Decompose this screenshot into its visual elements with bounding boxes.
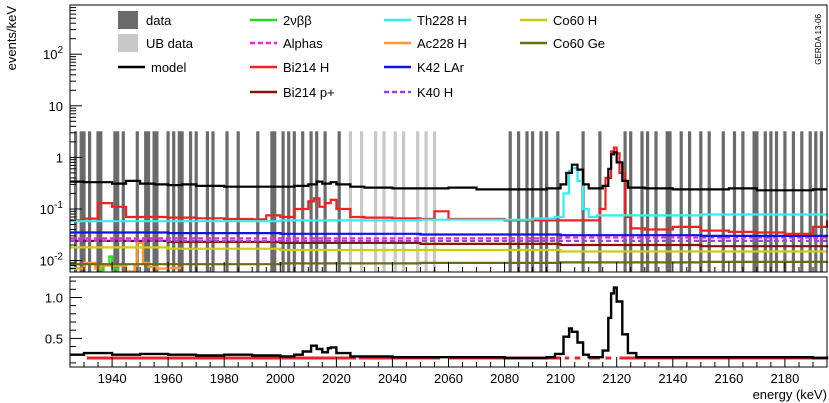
legend-item-co60-ge: Co60 Ge: [520, 36, 605, 51]
x-tick-label: 2160: [714, 371, 743, 386]
data-bar: [195, 131, 198, 272]
legend-label: Bi214 p+: [283, 85, 335, 100]
legend-swatch: [118, 11, 138, 29]
x-tick-label: 2040: [378, 371, 407, 386]
y-tick-label: 10: [49, 99, 63, 114]
data-bar: [88, 131, 91, 272]
data-bar: [206, 131, 209, 272]
data-bar: [122, 131, 125, 272]
legend: data UB data model 2νββ Alphas Bi214 H Bi214 p…: [118, 11, 605, 100]
lower-panel: 0.5 1.0 1940 1960 1980 2000 2020 2040 2060 2080 2…: [45, 277, 827, 402]
x-tick-label: 2140: [658, 371, 687, 386]
data-bar: [225, 131, 228, 272]
lower-x-axis: 1940 1960 1980 2000 2020 2040 2060 2080 2100 2120…: [84, 357, 813, 386]
lower-x-axis-label: energy (keV): [753, 387, 827, 402]
legend-label: Bi214 H: [283, 60, 329, 75]
data-bar: [153, 131, 156, 272]
data-bar: [113, 131, 116, 272]
legend-label: 2νββ: [283, 13, 312, 28]
legend-label: UB data: [146, 36, 194, 51]
legend-label: Th228 H: [417, 13, 467, 28]
x-tick-label: 2180: [770, 371, 799, 386]
x-tick-label: 2120: [602, 371, 631, 386]
data-bar: [147, 131, 150, 272]
y-tick-label: 10-1: [40, 200, 64, 217]
data-bar: [144, 131, 147, 272]
legend-item-model: model: [118, 60, 187, 75]
legend-item-th228-h: Th228 H: [384, 13, 467, 28]
data-bar: [178, 131, 181, 272]
data-bar: [167, 131, 170, 272]
data-bar: [270, 131, 273, 272]
data-bar: [96, 131, 99, 272]
legend-item-data: data: [118, 11, 172, 29]
x-tick-label: 1980: [210, 371, 239, 386]
legend-item-bi214-p: Bi214 p+: [250, 85, 335, 100]
legend-label: K40 H: [417, 85, 453, 100]
upper-panel: 10-2 10-1 1 10 102 events/keV GERDA 13-06 da…: [4, 5, 827, 272]
upper-y-axis-label: events/keV: [4, 6, 19, 71]
gerda-annotation: GERDA 13-06: [814, 13, 823, 64]
y-tick-label: 1: [56, 150, 63, 165]
data-bar: [155, 131, 158, 272]
y-tick-label: 10-2: [40, 252, 64, 269]
x-tick-label: 1940: [98, 371, 127, 386]
legend-swatch: [118, 34, 138, 52]
x-tick-label: 2000: [266, 371, 295, 386]
data-bar: [181, 131, 184, 272]
data-bar: [172, 131, 175, 272]
data-bar: [237, 131, 240, 272]
legend-item-k40-h: K40 H: [384, 85, 453, 100]
legend-item-2: 2νββ: [250, 13, 312, 28]
legend-label: K42 LAr: [417, 60, 465, 75]
y-tick-label: 0.5: [45, 331, 63, 346]
lower-y-axis: 0.5 1.0: [45, 281, 82, 363]
legend-label: Alphas: [283, 36, 323, 51]
legend-item-k42-lar: K42 LAr: [384, 60, 465, 75]
legend-item-bi214-h: Bi214 H: [250, 60, 329, 75]
legend-item-ac228-h: Ac228 H: [384, 36, 467, 51]
legend-label: Ac228 H: [417, 36, 467, 51]
data-bar: [189, 131, 192, 272]
legend-item-co60-h: Co60 H: [520, 13, 597, 28]
lower-series-lines: [70, 288, 827, 358]
legend-item-alphas: Alphas: [250, 36, 323, 51]
series-line-model: [70, 288, 827, 358]
data-bar: [256, 131, 259, 272]
legend-label: data: [146, 13, 172, 28]
data-bar: [273, 131, 276, 272]
legend-label: Co60 Ge: [553, 36, 605, 51]
legend-label: model: [151, 60, 187, 75]
x-tick-label: 1960: [154, 371, 183, 386]
x-tick-label: 2060: [434, 371, 463, 386]
x-tick-label: 2020: [322, 371, 351, 386]
data-bar: [74, 131, 77, 272]
y-tick-label: 102: [43, 45, 63, 62]
legend-label: Co60 H: [553, 13, 597, 28]
data-bar: [211, 131, 214, 272]
x-tick-label: 2100: [546, 371, 575, 386]
data-bar: [116, 131, 119, 272]
data-bar: [82, 131, 85, 272]
y-tick-label: 1.0: [45, 291, 63, 306]
data-bar: [80, 131, 83, 272]
legend-item-ub-data: UB data: [118, 34, 194, 52]
data-bar: [99, 131, 102, 272]
x-tick-label: 2080: [490, 371, 519, 386]
